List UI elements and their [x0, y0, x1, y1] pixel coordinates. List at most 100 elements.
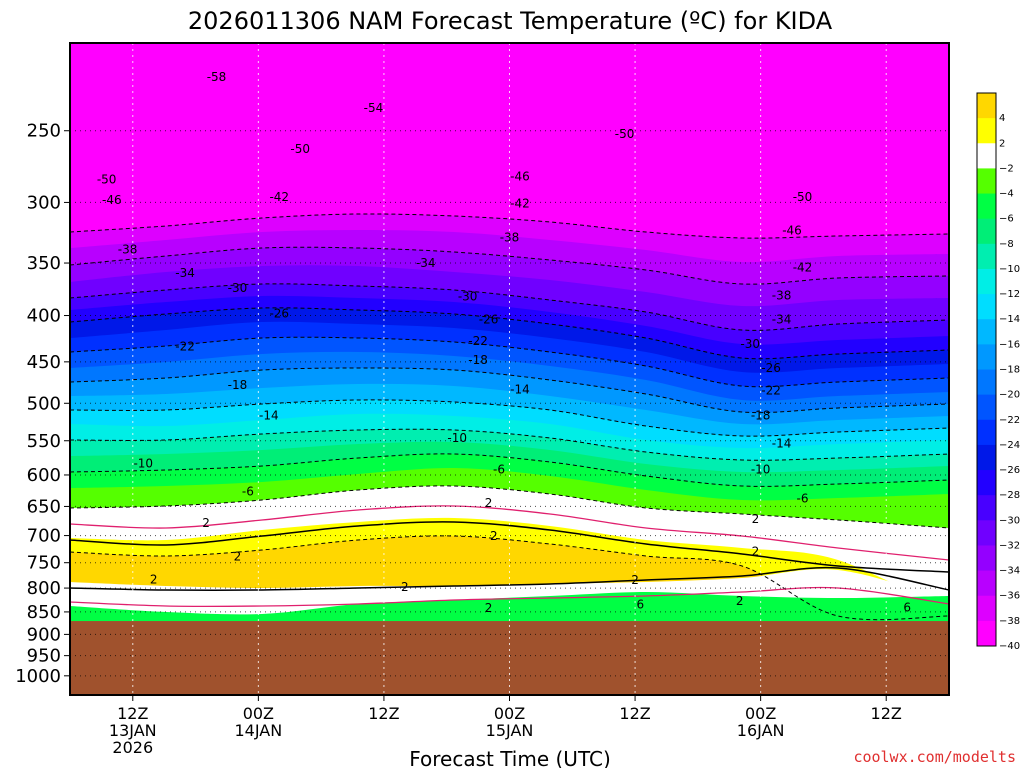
colorbar-swatch	[977, 243, 996, 270]
contour-label: -18	[468, 353, 488, 367]
contour-line	[70, 246, 949, 285]
colorbar-swatch	[977, 495, 996, 521]
contour-label: -10	[133, 457, 153, 471]
contour-line	[70, 535, 949, 621]
contour-label: -10	[751, 463, 771, 477]
freezing-line	[70, 586, 949, 608]
contour-label: -46	[782, 223, 802, 237]
contour-label: -30	[228, 281, 248, 295]
contour-label: 6	[636, 597, 644, 611]
x-tick-label: 14JAN	[234, 721, 282, 740]
contour-label: -42	[269, 190, 289, 204]
zero-contour-line	[70, 521, 949, 573]
zero-contour-line	[70, 566, 949, 591]
x-tick-label: 12Z	[871, 704, 902, 723]
colorbar-tick-label: −4	[999, 189, 1014, 200]
colorbar-swatch	[977, 118, 996, 144]
x-tick-label: 13JAN	[109, 721, 157, 740]
contour-label: -46	[510, 170, 530, 184]
contour-label: -26	[761, 361, 781, 375]
y-tick-label: 650	[27, 496, 61, 517]
x-tick-label: 12Z	[368, 704, 399, 723]
contour-label: -6	[242, 485, 254, 499]
contour-label: -22	[761, 383, 781, 397]
y-tick-label: 250	[27, 121, 61, 142]
contour-label: -10	[447, 431, 467, 445]
contour-line	[70, 336, 949, 388]
contour-label: -22	[175, 340, 195, 354]
x-tick-label: 2026	[112, 738, 153, 757]
colorbar-swatch	[977, 595, 996, 622]
y-tick-label: 300	[27, 192, 61, 213]
colorbar-tick-label: −36	[999, 591, 1020, 602]
colorbar-tick-label: −10	[999, 264, 1020, 275]
colorbar-tick-label: −26	[999, 465, 1020, 476]
contour-label: 2	[490, 529, 498, 543]
colorbar-tick-label: −40	[999, 641, 1020, 652]
contour-label: -58	[207, 70, 227, 84]
contour-label: -42	[793, 261, 813, 275]
colorbar-legend: 4 2 −2 −4 −6 −8 −10 −12 −14 −16 −18 −20 −22 −24 −26 −28…	[976, 92, 1020, 652]
colorbar-swatch	[977, 419, 996, 446]
contour-label: -14	[510, 383, 530, 397]
contour-label: -50	[793, 190, 813, 204]
contour-label: -38	[500, 231, 520, 245]
chart-title: 2026011306 NAM Forecast Temperature (ºC)…	[188, 7, 833, 35]
contour-label: 6	[903, 600, 911, 614]
colorbar-tick-label: 4	[999, 113, 1005, 124]
contour-label: -54	[364, 101, 384, 115]
colorbar-tick-label: −28	[999, 490, 1020, 501]
contour-labels: -58-54-50-50-50-46 -42-46-42 -50-46-38-34-…	[97, 70, 911, 615]
y-tick-label: 600	[27, 465, 61, 486]
contour-label: -30	[740, 337, 760, 351]
contour-label: -18	[228, 378, 248, 392]
contour-label: 2	[202, 516, 210, 530]
contour-label: -38	[118, 242, 138, 256]
ground-below-surface	[70, 621, 949, 695]
contour-line	[70, 428, 949, 461]
contour-line	[70, 367, 949, 414]
colorbar-swatch	[977, 369, 996, 396]
y-axis-pressure: 2503003504004505005506006507007508008509…	[15, 121, 70, 687]
y-tick-label: 350	[27, 253, 61, 274]
colorbar-swatch	[977, 218, 996, 245]
contour-label: 2	[752, 545, 760, 559]
contour-label: -46	[102, 193, 122, 207]
y-tick-label: 550	[27, 431, 61, 452]
contour-label: -14	[259, 409, 279, 423]
colorbar-frame	[976, 92, 997, 647]
colorbar-swatch	[977, 570, 996, 597]
contour-label: -6	[493, 463, 505, 477]
colorbar-tick-label: −2	[999, 163, 1014, 174]
colorbar-swatch	[977, 344, 996, 370]
contour-line	[70, 307, 949, 360]
colorbar-tick-label: −22	[999, 415, 1020, 426]
contour-line	[70, 283, 949, 331]
y-tick-label: 700	[27, 526, 61, 547]
y-tick-label: 500	[27, 393, 61, 414]
colorbar-tick-label: −6	[999, 214, 1014, 225]
contour-label: -26	[269, 307, 289, 321]
colorbar-tick-label: −14	[999, 314, 1020, 325]
y-tick-label: 850	[27, 602, 61, 623]
colorbar-swatch	[977, 193, 996, 220]
contour-label: -38	[772, 288, 792, 302]
colorbar-tick-label: −34	[999, 566, 1020, 577]
colorbar-tick-label: −12	[999, 289, 1020, 300]
y-tick-label: 450	[27, 352, 61, 373]
colorbar-tick-label: −32	[999, 540, 1020, 551]
contour-label: -50	[97, 172, 117, 186]
x-tick-label: 00Z	[494, 704, 525, 723]
x-axis-label: Forecast Time (UTC)	[409, 747, 611, 768]
x-tick-label: 12Z	[117, 704, 148, 723]
colorbar-tick-label: 2	[999, 138, 1005, 149]
colorbar-tick-label: −20	[999, 390, 1020, 401]
colorbar-swatch	[977, 620, 996, 647]
colorbar-swatch	[977, 520, 996, 546]
x-tick-label: 00Z	[745, 704, 776, 723]
y-tick-label: 1000	[15, 666, 61, 687]
freezing-line	[70, 505, 949, 561]
contour-label: -34	[772, 312, 792, 326]
